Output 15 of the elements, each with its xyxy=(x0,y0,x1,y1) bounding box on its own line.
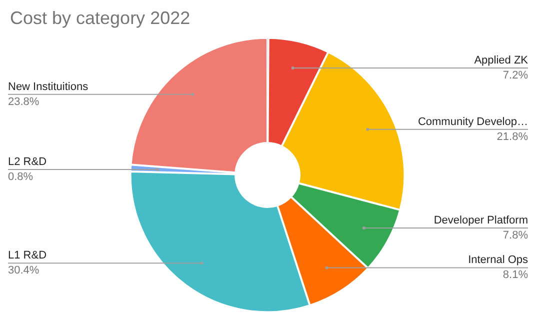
slice-label: New Instituitions xyxy=(8,80,89,93)
slice-label: L1 R&D xyxy=(8,250,47,262)
data-label: 0.8% xyxy=(8,171,34,184)
data-label: 23.8% xyxy=(8,96,40,108)
slice-label: Community Develop… xyxy=(418,116,528,128)
slice-label: Internal Ops xyxy=(468,254,528,266)
data-label: 7.8% xyxy=(502,230,528,242)
chart-title: Cost by category 2022 xyxy=(10,8,190,28)
slice-label: Applied ZK xyxy=(474,54,529,66)
slice-label: Developer Platform xyxy=(434,214,528,227)
data-label: 30.4% xyxy=(8,264,40,277)
slice-label: L2 R&D xyxy=(8,156,47,168)
data-label: 21.8% xyxy=(496,130,528,143)
data-label: 8.1% xyxy=(502,269,528,282)
data-label: 7.2% xyxy=(502,69,528,82)
